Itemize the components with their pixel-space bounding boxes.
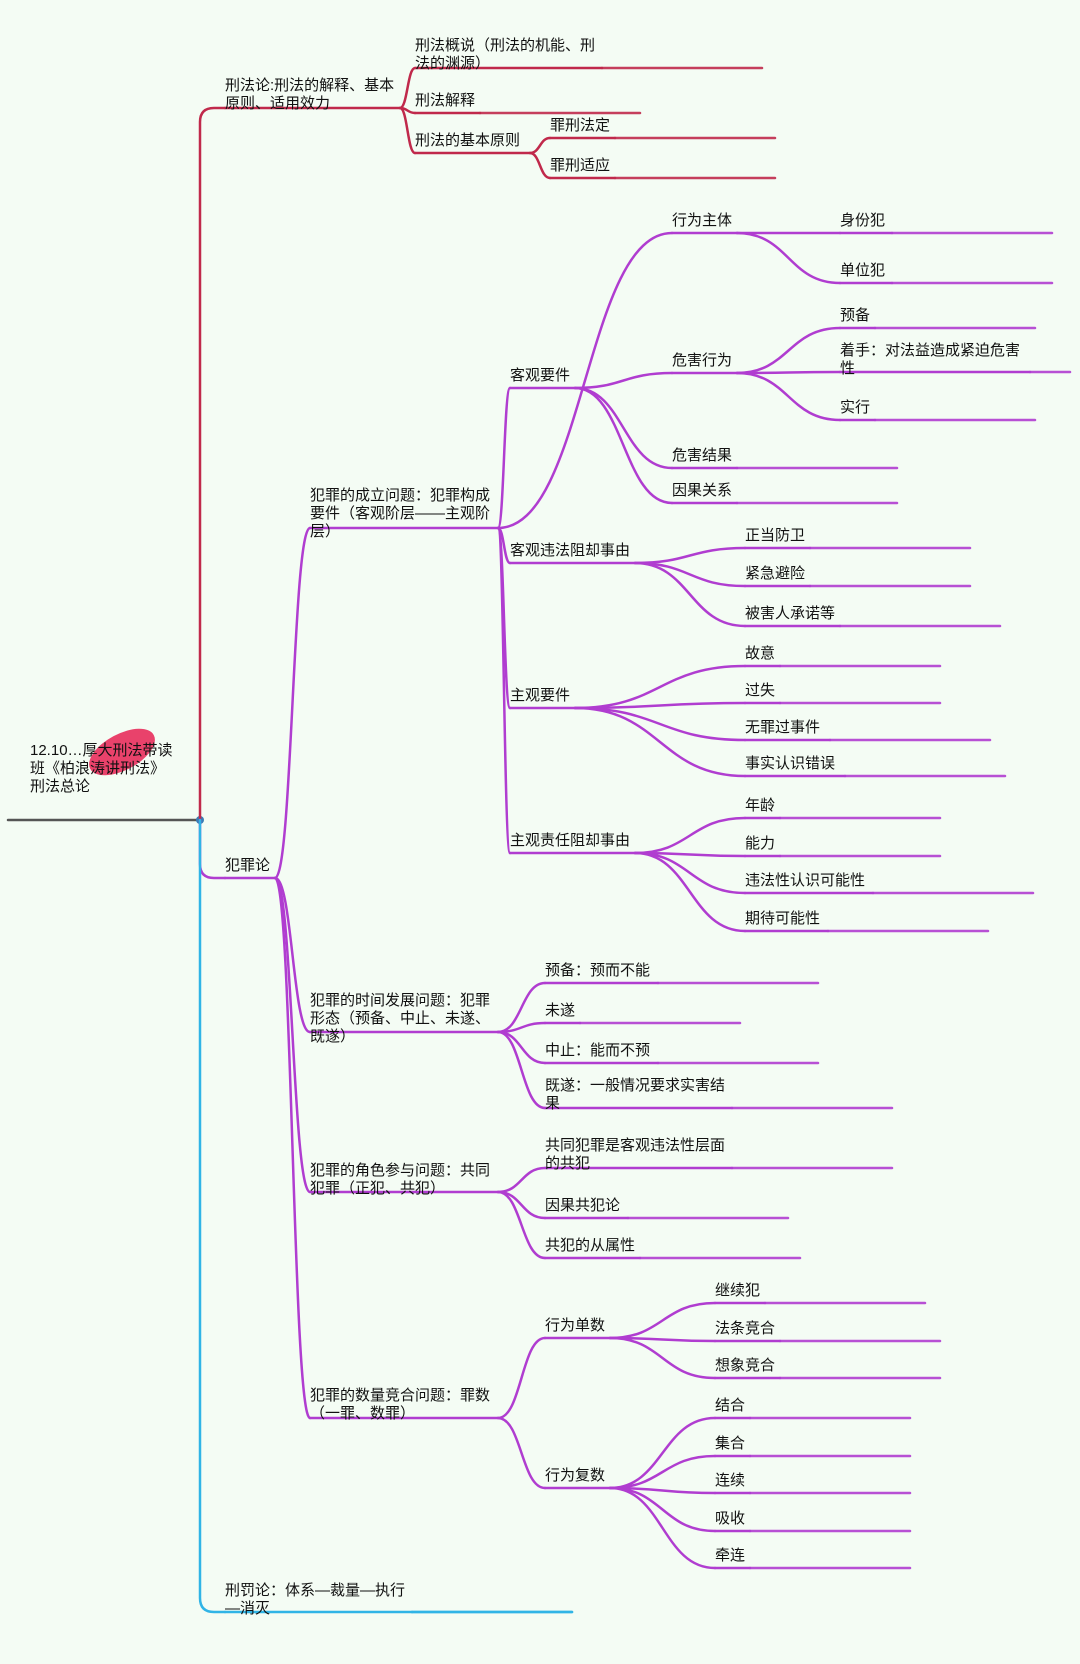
- node-label: 想象竞合: [715, 1356, 775, 1374]
- node-label: 主观责任阻却事由: [510, 832, 630, 849]
- node-label: 罪刑适应: [550, 156, 610, 174]
- node-label: 危害行为: [672, 352, 732, 369]
- node-label: 违法性认识可能性: [745, 872, 865, 889]
- mindmap-edge: [737, 372, 840, 373]
- node-label: 被害人承诺等: [745, 604, 835, 622]
- node-label: 犯罪论: [225, 857, 270, 874]
- node-label: 结合: [715, 1397, 745, 1414]
- node-label: 能力: [745, 835, 775, 852]
- node-label: 期待可能性: [745, 910, 820, 927]
- node-label: 法条竞合: [715, 1319, 775, 1337]
- node-label: 行为单数: [545, 1317, 605, 1334]
- node-label: 因果共犯论: [545, 1197, 620, 1214]
- mindmap-canvas: 12.10…厚大刑法带读班《柏浪涛讲刑法》刑法总论刑法论:刑法的解释、基本原则、…: [0, 0, 1080, 1664]
- node-label: 客观要件: [510, 367, 570, 384]
- node-label: 共犯的从属性: [545, 1237, 635, 1254]
- node-label: 集合: [715, 1435, 745, 1452]
- node-label: 年龄: [745, 797, 775, 814]
- node-label: 吸收: [715, 1510, 745, 1527]
- node-label: 牵连: [715, 1547, 745, 1564]
- node-label: 因果关系: [672, 482, 732, 499]
- node-label: 刑法解释: [415, 92, 475, 109]
- node-label: 正当防卫: [745, 527, 805, 544]
- node-label: 未遂: [545, 1002, 575, 1019]
- node-label: 预备：预而不能: [545, 962, 650, 979]
- node-label: 紧急避险: [745, 565, 805, 582]
- node-label: 行为主体: [672, 212, 732, 229]
- node-label: 故意: [745, 644, 775, 662]
- node-label: 客观违法阻却事由: [510, 542, 630, 559]
- node-label: 行为复数: [545, 1466, 605, 1484]
- node-label: 事实认识错误: [745, 755, 835, 772]
- node-label: 主观要件: [510, 687, 570, 704]
- node-label: 实行: [840, 399, 870, 416]
- node-label: 中止：能而不预: [545, 1042, 650, 1059]
- node-label: 无罪过事件: [745, 719, 820, 736]
- node-label: 继续犯: [715, 1282, 760, 1299]
- node-label: 过失: [745, 682, 775, 699]
- node-label: 预备: [840, 307, 870, 324]
- node-label: 刑法的基本原则: [415, 132, 520, 149]
- node-label: 身份犯: [840, 212, 885, 229]
- node-label: 罪刑法定: [550, 117, 610, 134]
- node-label: 连续: [715, 1472, 745, 1489]
- node-label: 单位犯: [840, 262, 885, 279]
- node-label: 危害结果: [672, 447, 732, 464]
